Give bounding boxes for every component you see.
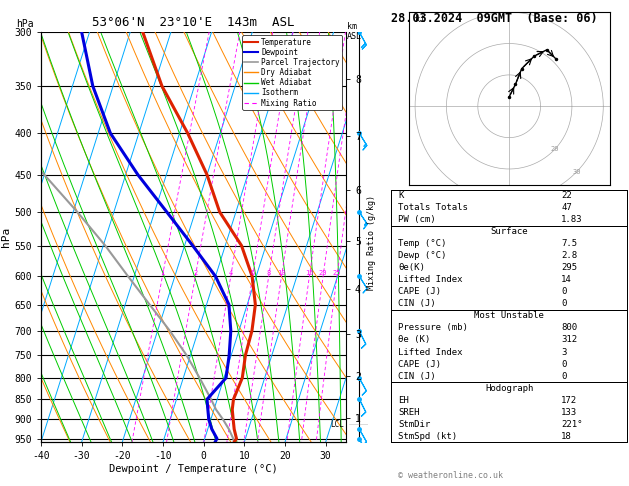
- Text: 1: 1: [160, 270, 165, 277]
- Text: 312: 312: [561, 335, 577, 345]
- Y-axis label: hPa: hPa: [1, 227, 11, 247]
- Text: CIN (J): CIN (J): [398, 372, 436, 381]
- Text: 28.03.2024  09GMT  (Base: 06): 28.03.2024 09GMT (Base: 06): [391, 12, 598, 25]
- Text: km
ASL: km ASL: [347, 22, 362, 40]
- Text: CAPE (J): CAPE (J): [398, 360, 442, 368]
- Text: 14: 14: [561, 275, 572, 284]
- Text: 2.8: 2.8: [561, 251, 577, 260]
- Text: 30: 30: [572, 169, 581, 175]
- Text: 18: 18: [561, 432, 572, 441]
- Text: Totals Totals: Totals Totals: [398, 203, 468, 212]
- Text: 22: 22: [561, 191, 572, 200]
- Text: StmDir: StmDir: [398, 420, 431, 429]
- Text: Mixing Ratio (g/kg): Mixing Ratio (g/kg): [367, 195, 376, 291]
- Text: θe (K): θe (K): [398, 335, 431, 345]
- Text: 0: 0: [561, 360, 567, 368]
- Text: 133: 133: [561, 408, 577, 417]
- Title: 53°06'N  23°10'E  143m  ASL: 53°06'N 23°10'E 143m ASL: [92, 16, 294, 29]
- Text: 221°: 221°: [561, 420, 582, 429]
- Text: 8: 8: [267, 270, 271, 277]
- Legend: Temperature, Dewpoint, Parcel Trajectory, Dry Adiabat, Wet Adiabat, Isotherm, Mi: Temperature, Dewpoint, Parcel Trajectory…: [242, 35, 342, 110]
- Text: 1.83: 1.83: [561, 215, 582, 224]
- Text: kt: kt: [415, 15, 426, 23]
- X-axis label: Dewpoint / Temperature (°C): Dewpoint / Temperature (°C): [109, 464, 278, 474]
- Text: 800: 800: [561, 324, 577, 332]
- Text: 172: 172: [561, 396, 577, 405]
- Text: CIN (J): CIN (J): [398, 299, 436, 308]
- Text: CAPE (J): CAPE (J): [398, 287, 442, 296]
- Text: Most Unstable: Most Unstable: [474, 312, 544, 320]
- Text: 0: 0: [561, 299, 567, 308]
- Text: LCL: LCL: [330, 419, 344, 429]
- Text: PW (cm): PW (cm): [398, 215, 436, 224]
- Text: θe(K): θe(K): [398, 263, 425, 272]
- Text: 3: 3: [561, 347, 567, 357]
- Text: K: K: [398, 191, 404, 200]
- Text: 4: 4: [228, 270, 233, 277]
- Text: 295: 295: [561, 263, 577, 272]
- Text: Surface: Surface: [491, 227, 528, 236]
- Text: hPa: hPa: [16, 19, 33, 30]
- Text: SREH: SREH: [398, 408, 420, 417]
- Text: 2: 2: [193, 270, 198, 277]
- Text: Pressure (mb): Pressure (mb): [398, 324, 468, 332]
- Text: 7.5: 7.5: [561, 239, 577, 248]
- Text: Hodograph: Hodograph: [485, 383, 533, 393]
- Text: © weatheronline.co.uk: © weatheronline.co.uk: [398, 471, 503, 480]
- Text: EH: EH: [398, 396, 409, 405]
- Text: 20: 20: [319, 270, 327, 277]
- Text: Lifted Index: Lifted Index: [398, 347, 463, 357]
- Text: Temp (°C): Temp (°C): [398, 239, 447, 248]
- Text: 16: 16: [305, 270, 314, 277]
- Text: 25: 25: [333, 270, 342, 277]
- Text: 47: 47: [561, 203, 572, 212]
- Text: 0: 0: [561, 287, 567, 296]
- Text: 6: 6: [250, 270, 255, 277]
- Text: 10: 10: [277, 270, 286, 277]
- Text: Lifted Index: Lifted Index: [398, 275, 463, 284]
- Text: 20: 20: [550, 146, 559, 153]
- Text: 0: 0: [561, 372, 567, 381]
- Text: Dewp (°C): Dewp (°C): [398, 251, 447, 260]
- Text: StmSpd (kt): StmSpd (kt): [398, 432, 457, 441]
